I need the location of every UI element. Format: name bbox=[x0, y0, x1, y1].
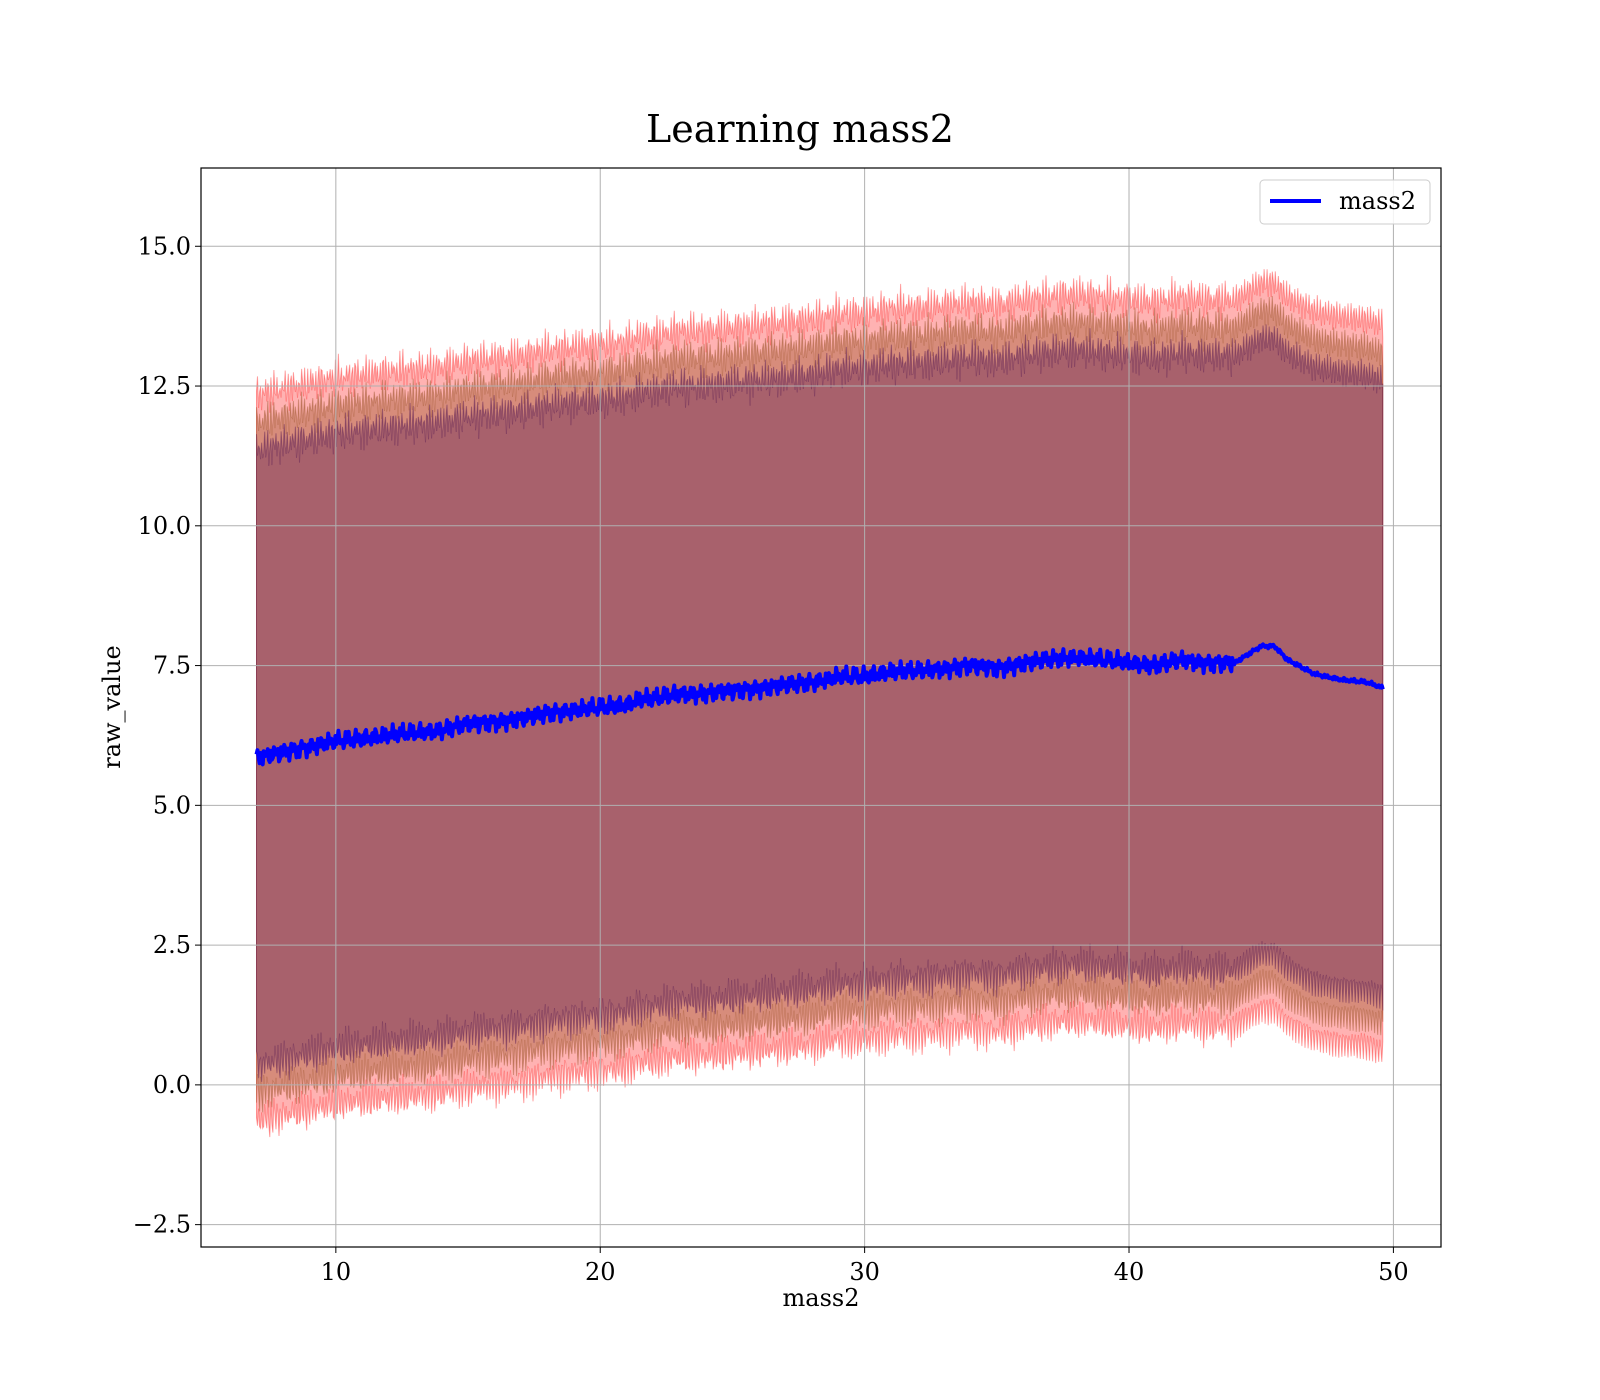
y-tick-label: 0.0 bbox=[153, 1071, 191, 1099]
confidence-bands bbox=[256, 269, 1384, 1138]
legend-label-mass2: mass2 bbox=[1339, 187, 1416, 215]
y-tick-label: 15.0 bbox=[138, 232, 191, 260]
x-tick-label: 10 bbox=[321, 1258, 352, 1286]
series-lines bbox=[254, 642, 1385, 767]
plot-frame bbox=[200, 167, 1442, 1248]
y-axis-ticks: −2.5 0.0 2.5 5.0 7.5 10.0 12.5 15.0 bbox=[133, 232, 201, 1239]
series-line-mass2 bbox=[254, 642, 1385, 767]
x-tick-label: 20 bbox=[585, 1258, 616, 1286]
chart-title: Learning mass2 bbox=[646, 107, 954, 151]
y-tick-label: 5.0 bbox=[153, 791, 191, 819]
legend-box bbox=[1259, 179, 1431, 225]
confidence-band-3 bbox=[256, 324, 1384, 1082]
y-tick-label: 2.5 bbox=[153, 931, 191, 959]
y-tick-label: 7.5 bbox=[153, 652, 191, 680]
y-tick-label: 12.5 bbox=[138, 372, 191, 400]
legend: mass2 bbox=[1259, 179, 1431, 225]
y-axis-label: raw_value bbox=[98, 645, 126, 769]
x-tick-label: 30 bbox=[849, 1258, 880, 1286]
grid bbox=[201, 168, 1441, 1247]
x-tick-label: 40 bbox=[1114, 1258, 1145, 1286]
y-tick-label: −2.5 bbox=[133, 1211, 191, 1239]
confidence-band-2 bbox=[256, 295, 1384, 1113]
x-axis-label: mass2 bbox=[783, 1284, 860, 1312]
x-axis-ticks: 10 20 30 40 50 bbox=[321, 1247, 1409, 1286]
y-tick-label: 10.0 bbox=[138, 512, 191, 540]
x-tick-label: 50 bbox=[1378, 1258, 1409, 1286]
